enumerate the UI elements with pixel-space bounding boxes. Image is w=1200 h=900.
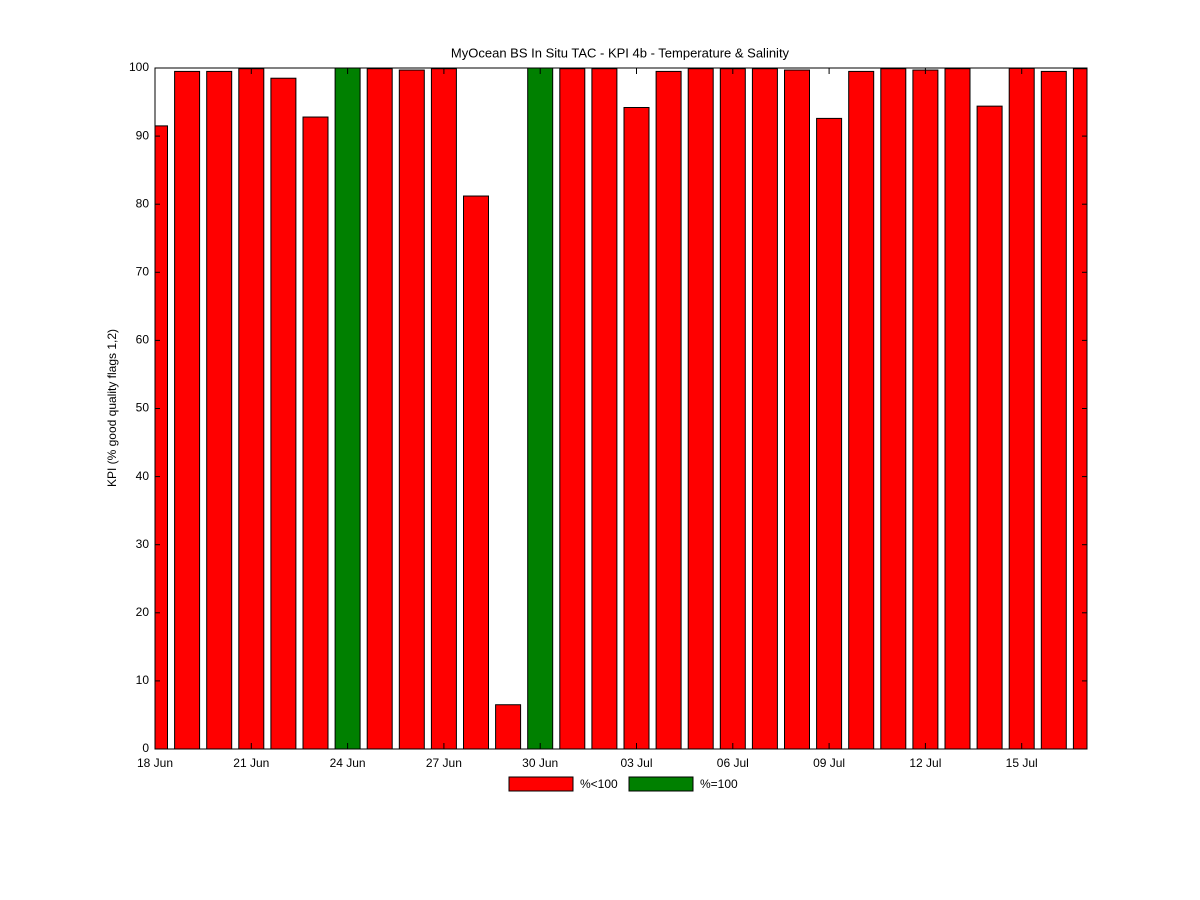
bar	[155, 125, 168, 749]
bar	[270, 77, 297, 749]
x-tick-label: 30 Jun	[522, 756, 558, 770]
bar	[238, 68, 265, 749]
bar	[527, 68, 554, 749]
x-tick-label: 27 Jun	[426, 756, 462, 770]
x-tick-label: 24 Jun	[330, 756, 366, 770]
bar	[1040, 70, 1067, 749]
bar	[880, 68, 907, 749]
y-tick-label: 100	[129, 60, 149, 74]
y-tick-label: 70	[136, 264, 150, 278]
x-tick-label: 18 Jun	[137, 756, 173, 770]
bar	[463, 195, 489, 749]
x-tick-label: 03 Jul	[620, 756, 652, 770]
bar	[623, 106, 650, 749]
bar	[206, 70, 233, 749]
bar	[398, 69, 425, 749]
x-tick-label: 21 Jun	[233, 756, 269, 770]
bar	[559, 68, 586, 749]
legend-label: %<100	[580, 777, 618, 791]
bar	[687, 68, 714, 749]
bar	[334, 68, 361, 749]
bar	[719, 68, 746, 749]
y-tick-label: 30	[136, 537, 150, 551]
y-tick-label: 90	[136, 128, 150, 142]
y-tick-label: 20	[136, 605, 150, 619]
bar	[976, 105, 1003, 749]
bar	[591, 68, 618, 749]
chart-title: MyOcean BS In Situ TAC - KPI 4b - Temper…	[451, 45, 790, 60]
bar	[430, 68, 457, 749]
bar	[944, 68, 971, 749]
y-tick-label: 40	[136, 469, 150, 483]
bar	[912, 69, 939, 749]
bar	[495, 704, 522, 749]
bar	[784, 69, 810, 749]
bar	[174, 70, 201, 749]
x-tick-label: 12 Jul	[909, 756, 941, 770]
bar	[655, 70, 682, 749]
legend-swatch	[508, 776, 574, 792]
bar	[751, 68, 778, 749]
y-tick-label: 60	[136, 333, 150, 347]
x-tick-label: 15 Jul	[1006, 756, 1038, 770]
y-tick-label: 50	[136, 401, 150, 415]
y-tick-label: 80	[136, 196, 150, 210]
bar	[366, 68, 393, 749]
bar	[816, 117, 843, 749]
legend-label: %=100	[700, 777, 738, 791]
y-tick-label: 10	[136, 673, 150, 687]
legend-swatch	[628, 776, 694, 792]
bar	[848, 70, 875, 749]
bar	[1008, 68, 1035, 749]
y-tick-label: 0	[142, 741, 149, 755]
x-tick-label: 06 Jul	[717, 756, 749, 770]
bar	[302, 116, 329, 749]
y-axis-label: KPI (% good quality flags 1,2)	[105, 329, 119, 487]
x-tick-label: 09 Jul	[813, 756, 845, 770]
bars	[155, 68, 1087, 749]
